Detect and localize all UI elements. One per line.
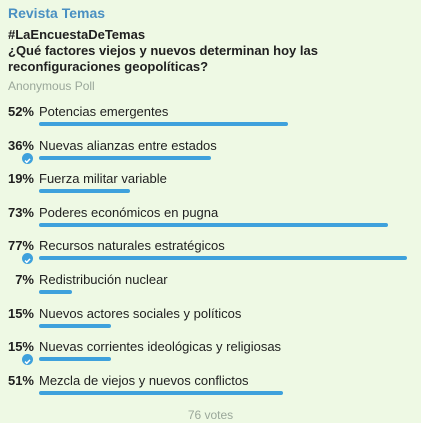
- option-bar: [39, 189, 130, 194]
- option-bar: [39, 222, 388, 227]
- poll-kind: Anonymous Poll: [8, 79, 95, 93]
- option-text: Redistribución nuclear: [39, 272, 168, 287]
- option-percent: 15%: [7, 305, 34, 321]
- chosen-check: [22, 354, 33, 366]
- option-bar: [39, 122, 288, 126]
- hashtag[interactable]: #LaEncuestaDeTemas: [8, 27, 146, 42]
- option-text: Potencias emergentes: [39, 104, 169, 119]
- option-text: Nuevos actores sociales y políticos: [39, 305, 242, 321]
- option-bar: [39, 390, 283, 395]
- option-text: Nuevas corrientes ideológicas y religios…: [39, 339, 282, 355]
- option-text: Fuerza militar variable: [39, 171, 167, 187]
- check-icon: [24, 258, 31, 264]
- option-text: Recursos naturales estratégicos: [39, 238, 225, 254]
- option-percent: 36%: [7, 137, 34, 153]
- option-bar: [39, 323, 111, 328]
- option-percent: 51%: [7, 372, 34, 388]
- option-percent: 19%: [7, 171, 34, 187]
- check-icon: [24, 157, 31, 163]
- option-bar: [39, 256, 407, 261]
- option-text: Nuevas alianzas entre estados: [39, 137, 217, 153]
- check-icon: [24, 359, 31, 365]
- option-bar: [39, 357, 111, 362]
- option-percent: 77%: [7, 238, 34, 254]
- channel-title[interactable]: Revista Temas: [8, 5, 106, 21]
- option-text: Poderes económicos en pugna: [39, 204, 219, 220]
- option-bar: [39, 290, 73, 294]
- option-text: Mezcla de viejos y nuevos conflictos: [39, 372, 249, 388]
- option-percent: 7%: [15, 272, 34, 287]
- option-percent: 15%: [7, 339, 34, 355]
- question: ¿Qué factores viejos y nuevos determinan…: [8, 43, 318, 74]
- chosen-check: [22, 253, 33, 265]
- option-percent: 73%: [7, 204, 34, 220]
- vote-count: 76 votes: [187, 408, 234, 422]
- option-percent: 52%: [7, 104, 34, 119]
- option-bar: [39, 155, 212, 160]
- chosen-check: [22, 152, 33, 164]
